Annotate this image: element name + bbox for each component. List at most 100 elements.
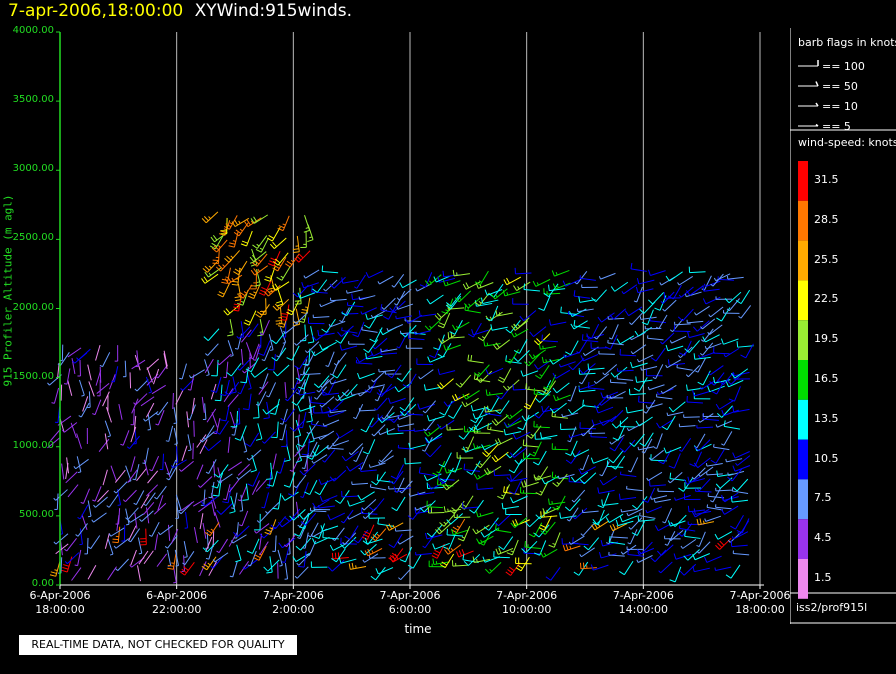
wind-barb <box>653 499 671 503</box>
wind-barb <box>286 300 300 316</box>
wind-barb <box>657 544 674 556</box>
wind-barb <box>97 379 101 397</box>
wind-barb <box>273 252 289 266</box>
wind-barb <box>240 329 252 343</box>
wind-barb <box>663 446 682 454</box>
wind-barb <box>628 457 639 473</box>
wind-barb <box>281 430 288 448</box>
colorbar-swatch <box>798 200 808 241</box>
wind-barb <box>528 349 547 360</box>
wind-barb <box>331 527 345 541</box>
wind-barb <box>522 439 540 448</box>
wind-barb <box>396 333 408 349</box>
wind-barb <box>578 296 596 303</box>
wind-barb <box>399 404 417 416</box>
wind-barb <box>598 350 615 355</box>
wind-barb <box>705 463 723 467</box>
wind-barb <box>112 526 121 544</box>
wind-barb <box>51 387 60 404</box>
wind-barb <box>673 553 692 560</box>
wind-barb <box>277 549 283 567</box>
wind-barb <box>576 339 588 354</box>
wind-barb <box>538 343 557 350</box>
wind-barb <box>691 467 706 480</box>
wind-barb <box>523 283 540 292</box>
wind-barb <box>514 267 532 275</box>
wind-barb <box>604 334 618 350</box>
wind-barb <box>399 546 413 563</box>
wind-barb <box>568 404 586 415</box>
wind-barb <box>684 530 701 539</box>
colorbar-swatch <box>798 161 808 201</box>
wind-barb <box>178 460 194 472</box>
wind-barb <box>224 274 243 285</box>
wind-barb <box>580 353 599 362</box>
wind-barb <box>223 388 234 403</box>
wind-barb <box>396 368 412 382</box>
wind-barb <box>298 512 310 529</box>
wind-barb <box>272 364 290 377</box>
wind-barb <box>665 359 682 369</box>
wind-barb <box>47 437 61 449</box>
wind-barb <box>649 317 667 324</box>
wind-barb <box>683 475 702 485</box>
wind-barb <box>84 537 89 555</box>
wind-barb <box>55 543 69 555</box>
wind-barb <box>630 361 648 369</box>
wind-barb <box>199 431 215 443</box>
wind-barb <box>600 391 619 399</box>
wind-barb <box>726 276 744 280</box>
wind-barb <box>637 515 655 522</box>
wind-barb <box>202 260 219 273</box>
wind-barb <box>629 312 643 325</box>
wind-barb <box>713 347 730 355</box>
wind-barb <box>319 396 335 408</box>
wind-barb <box>680 538 697 549</box>
wind-barb <box>454 290 472 303</box>
wind-barb <box>143 550 154 565</box>
wind-barb <box>175 389 184 405</box>
wind-barb <box>452 269 470 277</box>
wind-barb <box>186 411 190 428</box>
wind-barb <box>363 339 379 354</box>
wind-barb <box>511 320 529 331</box>
wind-barb <box>297 432 311 448</box>
wind-barb <box>260 298 267 315</box>
wind-barb <box>456 452 474 459</box>
wind-barb <box>696 531 706 548</box>
wind-barb <box>245 342 253 359</box>
wind-barb <box>665 344 684 352</box>
wind-barb <box>736 341 754 348</box>
wind-barb <box>377 275 394 285</box>
wind-barb <box>299 324 307 342</box>
wind-barb <box>77 359 81 377</box>
wind-barb <box>246 538 260 554</box>
wind-barb <box>277 215 290 232</box>
wind-barb <box>661 415 676 431</box>
wind-barb <box>303 215 311 233</box>
wind-barb <box>66 457 70 474</box>
wind-barb <box>98 438 110 452</box>
wind-barb <box>608 551 625 557</box>
wind-barb <box>456 549 474 558</box>
wind-barb <box>181 445 188 462</box>
wind-barb <box>281 491 299 501</box>
wind-barb <box>385 522 404 531</box>
wind-barb <box>53 533 69 545</box>
wind-barb <box>485 311 503 322</box>
colorbar-label: 10.5 <box>814 451 839 465</box>
wind-barb <box>347 511 364 520</box>
wind-barb <box>476 483 494 490</box>
wind-barb <box>106 493 119 508</box>
wind-barb <box>426 500 443 509</box>
wind-barb <box>115 558 130 571</box>
wind-barb <box>277 457 286 474</box>
wind-barb <box>519 486 537 495</box>
wind-barb <box>294 355 309 370</box>
wind-barb <box>339 344 358 351</box>
wind-barb <box>648 449 664 461</box>
wind-barb <box>259 541 269 556</box>
barb-legend-item: == 100 <box>822 60 865 73</box>
wind-barb <box>447 331 465 339</box>
wind-barb <box>730 540 748 548</box>
